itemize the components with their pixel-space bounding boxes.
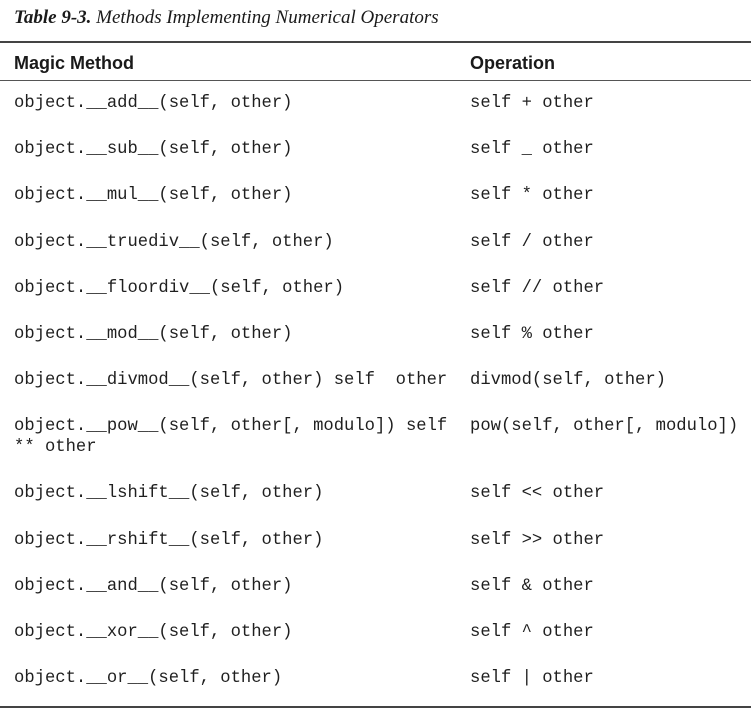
operation-cell: pow(self, other[, modulo]) xyxy=(470,417,739,437)
operation-cell: self ^ other xyxy=(470,622,594,642)
caption-label: Table 9-3. xyxy=(14,7,92,28)
table-row: object.__mod__(self, other) self % other xyxy=(0,312,751,358)
table-row: object.__and__(self, other) self & other xyxy=(0,564,751,610)
method-cell: object.__sub__(self, other) xyxy=(14,140,293,160)
operation-cell: self / other xyxy=(470,232,594,252)
table-row: object.__sub__(self, other) self _ other xyxy=(0,127,751,173)
method-cell: object.__lshift__(self, other) xyxy=(14,484,324,504)
operation-cell: self _ other xyxy=(470,140,594,160)
table-row: object.__or__(self, other) self | other xyxy=(0,656,751,702)
operation-cell: divmod(self, other) xyxy=(470,371,666,391)
table-row: object.__rshift__(self, other) self >> o… xyxy=(0,518,751,564)
operation-cell: self | other xyxy=(470,669,594,689)
header-magic-method: Magic Method xyxy=(14,53,134,73)
table-top-rule xyxy=(0,41,751,43)
table-row: object.__divmod__(self, other) self othe… xyxy=(0,358,751,404)
operation-cell: self << other xyxy=(470,484,605,504)
method-cell: object.__floordiv__(self, other) xyxy=(14,278,345,298)
method-cell: object.__divmod__(self, other) self othe… xyxy=(14,371,448,391)
table-row: object.__truediv__(self, other) self / o… xyxy=(0,220,751,266)
table-row: object.__pow__(self, other[, modulo]) se… xyxy=(0,404,751,471)
method-cell: object.__rshift__(self, other) xyxy=(14,530,324,550)
table-header-row: Magic Method Operation xyxy=(0,43,751,81)
operation-cell: self // other xyxy=(470,278,605,298)
table-row: object.__xor__(self, other) self ^ other xyxy=(0,610,751,656)
method-cell: object.__mod__(self, other) xyxy=(14,324,293,344)
table-row: object.__floordiv__(self, other) self //… xyxy=(0,266,751,312)
table-row: object.__mul__(self, other) self * other xyxy=(0,173,751,219)
operation-cell: self % other xyxy=(470,324,594,344)
header-operation: Operation xyxy=(470,53,556,73)
operation-cell: self + other xyxy=(470,94,594,113)
method-cell: object.__mul__(self, other) xyxy=(14,186,293,206)
method-cell: object.__truediv__(self, other) xyxy=(14,232,334,252)
caption-title: Methods Implementing Numerical Operators xyxy=(96,7,439,28)
method-cell: object.__and__(self, other) xyxy=(14,576,293,596)
method-cell: object.__or__(self, other) xyxy=(14,669,283,689)
table-row: object.__add__(self, other) self + other xyxy=(0,81,751,127)
operation-cell: self * other xyxy=(470,186,594,206)
table-bottom-rule xyxy=(0,706,751,708)
method-cell: object.__add__(self, other) xyxy=(14,94,293,113)
method-cell: object.__xor__(self, other) xyxy=(14,622,293,642)
method-cell: object.__pow__(self, other[, modulo]) se… xyxy=(14,417,458,458)
table-row: object.__lshift__(self, other) self << o… xyxy=(0,471,751,517)
operation-cell: self & other xyxy=(470,576,594,596)
operation-cell: self >> other xyxy=(470,530,605,550)
table-caption: Table 9-3. Methods Implementing Numerica… xyxy=(14,6,439,30)
operators-table: Magic Method Operation object.__add__(se… xyxy=(0,41,751,702)
